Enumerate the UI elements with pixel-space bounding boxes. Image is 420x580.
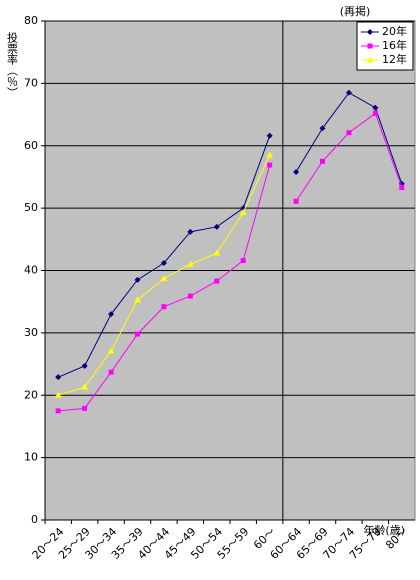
- point: [240, 258, 246, 264]
- legend-marker: [367, 29, 373, 35]
- y-tick-label: 40: [24, 264, 38, 277]
- y-tick-label: 50: [24, 201, 38, 214]
- y-tick-label: 60: [24, 139, 38, 152]
- legend-marker: [366, 56, 374, 63]
- legend-label: 16年: [382, 38, 407, 52]
- point: [346, 130, 352, 136]
- point: [187, 228, 194, 235]
- point: [134, 296, 141, 303]
- y-tick-label: 0: [31, 513, 38, 526]
- legend-label: 20年: [382, 24, 407, 38]
- point: [266, 132, 273, 139]
- point: [55, 374, 62, 381]
- point: [267, 162, 273, 168]
- point: [134, 276, 141, 283]
- y-tick-label: 10: [24, 451, 38, 464]
- point: [266, 151, 274, 158]
- x-axis-label: 年齢(歳): [363, 523, 405, 537]
- point: [319, 125, 326, 132]
- legend-marker: [367, 43, 373, 49]
- point: [345, 89, 352, 96]
- y-tick-label: 80: [24, 14, 38, 27]
- point: [160, 275, 168, 282]
- point: [81, 383, 89, 390]
- point: [81, 362, 88, 369]
- point: [293, 198, 299, 204]
- y-tick-label: 70: [24, 76, 38, 89]
- point: [187, 293, 193, 299]
- y-axis-label: 投票率（％）: [6, 31, 19, 98]
- point: [160, 260, 167, 267]
- point: [161, 304, 167, 310]
- point: [372, 110, 378, 116]
- point: [372, 104, 379, 111]
- point: [108, 311, 115, 318]
- point: [239, 208, 247, 215]
- point: [213, 249, 221, 256]
- point: [55, 408, 61, 414]
- point: [399, 185, 405, 191]
- point: [54, 391, 62, 398]
- legend-label: 12年: [382, 52, 407, 66]
- y-tick-label: 20: [24, 388, 38, 401]
- point: [320, 158, 325, 164]
- point: [293, 168, 300, 175]
- point: [107, 347, 115, 354]
- point: [214, 278, 220, 284]
- y-tick-label: 30: [24, 326, 38, 339]
- point: [135, 331, 140, 337]
- point: [108, 369, 114, 375]
- point: [82, 405, 88, 411]
- point: [213, 223, 220, 230]
- point: [186, 260, 194, 267]
- annotation: (再掲): [340, 4, 371, 18]
